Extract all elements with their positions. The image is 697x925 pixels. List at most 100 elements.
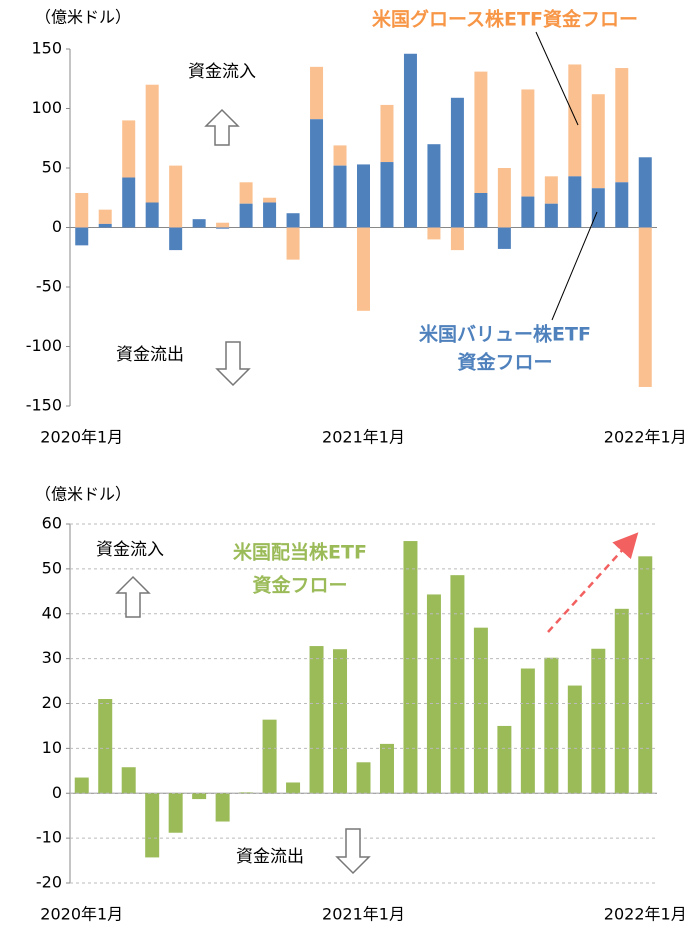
annotation: 資金流入 <box>188 62 256 82</box>
bar <box>239 203 253 228</box>
bar <box>380 104 394 163</box>
bar <box>474 192 488 228</box>
down-arrow <box>215 341 251 387</box>
bar <box>357 227 370 311</box>
bar <box>497 725 512 794</box>
bar <box>380 162 394 228</box>
trend-arrow <box>547 532 639 633</box>
bar <box>333 165 347 228</box>
annotation: 資金流入 <box>96 540 164 560</box>
bar <box>121 767 136 794</box>
annotation: 資金流出 <box>236 847 304 867</box>
bar <box>403 541 418 794</box>
bar <box>310 119 324 228</box>
y-tick-label: 0 <box>52 783 62 802</box>
bar <box>169 165 183 228</box>
bar <box>544 176 558 204</box>
bar <box>239 182 253 204</box>
bar <box>474 71 488 193</box>
up-arrow <box>204 108 240 146</box>
y-tick-label: -100 <box>26 336 62 355</box>
bar <box>450 575 465 794</box>
bar <box>450 97 464 228</box>
y-tick-label: 40 <box>42 603 62 622</box>
down-arrow <box>335 828 371 875</box>
bar <box>615 68 629 183</box>
series-label: 米国配当株ETF <box>233 541 367 564</box>
x-tick-label: 2021年1月 <box>322 428 405 447</box>
bar <box>169 227 183 251</box>
bar <box>638 556 653 794</box>
bar <box>403 53 417 228</box>
bar <box>379 743 394 794</box>
y-tick-label: -150 <box>26 396 62 415</box>
bar <box>638 157 652 228</box>
bar <box>426 594 441 794</box>
unit-label: （億米ドル） <box>35 8 131 27</box>
bar <box>309 646 324 794</box>
y-tick-label: -10 <box>36 828 62 847</box>
up-arrow <box>115 575 151 618</box>
bar <box>168 793 183 833</box>
bar <box>520 668 535 794</box>
bar <box>75 227 89 246</box>
bar <box>356 762 371 794</box>
bar <box>145 84 159 203</box>
bar <box>427 227 441 240</box>
bar <box>263 197 277 203</box>
x-tick-label: 2022年1月 <box>604 905 687 924</box>
y-tick-label: 100 <box>31 98 62 117</box>
bar <box>122 120 136 178</box>
bar <box>568 176 582 228</box>
bar <box>591 94 605 189</box>
bar <box>450 227 464 251</box>
series-label: 米国バリュー株ETF <box>419 323 591 346</box>
bar <box>544 657 559 794</box>
bar <box>98 699 113 794</box>
bar <box>145 202 159 228</box>
y-tick-label: 150 <box>31 39 62 58</box>
bar <box>591 188 605 228</box>
bar <box>638 227 652 387</box>
bar <box>122 177 136 228</box>
bar <box>192 793 207 800</box>
bar <box>286 782 301 794</box>
bar <box>473 627 488 794</box>
bar <box>145 793 160 858</box>
leader-line <box>535 31 579 126</box>
y-tick-label: 30 <box>42 648 62 667</box>
bar <box>615 182 629 228</box>
annotation: 資金流出 <box>116 345 184 365</box>
bar <box>521 196 535 228</box>
bar <box>263 202 277 228</box>
bar <box>192 219 206 228</box>
series-label: 資金フロー <box>252 574 347 597</box>
x-tick-label: 2020年1月 <box>40 905 123 924</box>
y-tick-label: 10 <box>42 738 62 757</box>
y-tick-label: 0 <box>52 217 62 236</box>
bar <box>262 719 277 794</box>
bar <box>497 227 511 249</box>
series-label: 資金フロー <box>457 351 552 374</box>
bar <box>215 793 230 822</box>
bar <box>497 168 511 228</box>
bar <box>216 222 230 228</box>
bar <box>568 64 582 177</box>
y-tick-label: 50 <box>42 158 62 177</box>
x-tick-label: 2022年1月 <box>604 428 687 447</box>
series-label: 米国グロース株ETF資金フロー <box>372 8 638 31</box>
bar <box>74 777 89 794</box>
bar <box>357 164 370 228</box>
bar <box>567 685 582 794</box>
y-tick-label: -20 <box>36 873 62 892</box>
bar <box>75 192 89 228</box>
x-tick-label: 2020年1月 <box>40 428 123 447</box>
bar <box>591 648 606 794</box>
bar <box>98 209 112 224</box>
bar <box>521 89 535 197</box>
bar <box>614 608 629 794</box>
bar <box>333 145 347 166</box>
y-tick-label: 60 <box>42 514 62 533</box>
bar <box>310 66 324 120</box>
